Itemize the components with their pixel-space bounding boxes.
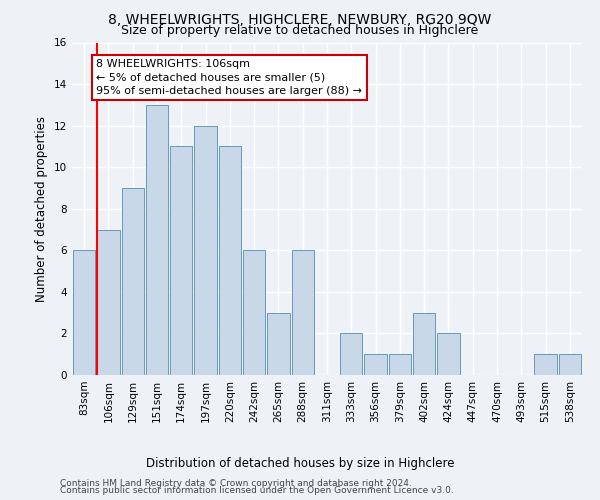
Bar	[292, 250, 314, 375]
Bar	[389, 354, 411, 375]
Bar	[559, 354, 581, 375]
Text: Contains HM Land Registry data © Crown copyright and database right 2024.: Contains HM Land Registry data © Crown c…	[60, 478, 412, 488]
Bar	[364, 354, 387, 375]
Bar	[437, 334, 460, 375]
Bar	[243, 250, 265, 375]
Text: Size of property relative to detached houses in Highclere: Size of property relative to detached ho…	[121, 24, 479, 37]
Y-axis label: Number of detached properties: Number of detached properties	[35, 116, 49, 302]
Text: 8, WHEELWRIGHTS, HIGHCLERE, NEWBURY, RG20 9QW: 8, WHEELWRIGHTS, HIGHCLERE, NEWBURY, RG2…	[109, 12, 491, 26]
Bar	[146, 105, 168, 375]
Bar	[218, 146, 241, 375]
Text: 8 WHEELWRIGHTS: 106sqm
← 5% of detached houses are smaller (5)
95% of semi-detac: 8 WHEELWRIGHTS: 106sqm ← 5% of detached …	[96, 59, 362, 96]
Bar	[122, 188, 144, 375]
Bar	[267, 312, 290, 375]
Text: Contains public sector information licensed under the Open Government Licence v3: Contains public sector information licen…	[60, 486, 454, 495]
Bar	[97, 230, 119, 375]
Bar	[535, 354, 557, 375]
Text: Distribution of detached houses by size in Highclere: Distribution of detached houses by size …	[146, 458, 454, 470]
Bar	[413, 312, 436, 375]
Bar	[340, 334, 362, 375]
Bar	[73, 250, 95, 375]
Bar	[170, 146, 193, 375]
Bar	[194, 126, 217, 375]
